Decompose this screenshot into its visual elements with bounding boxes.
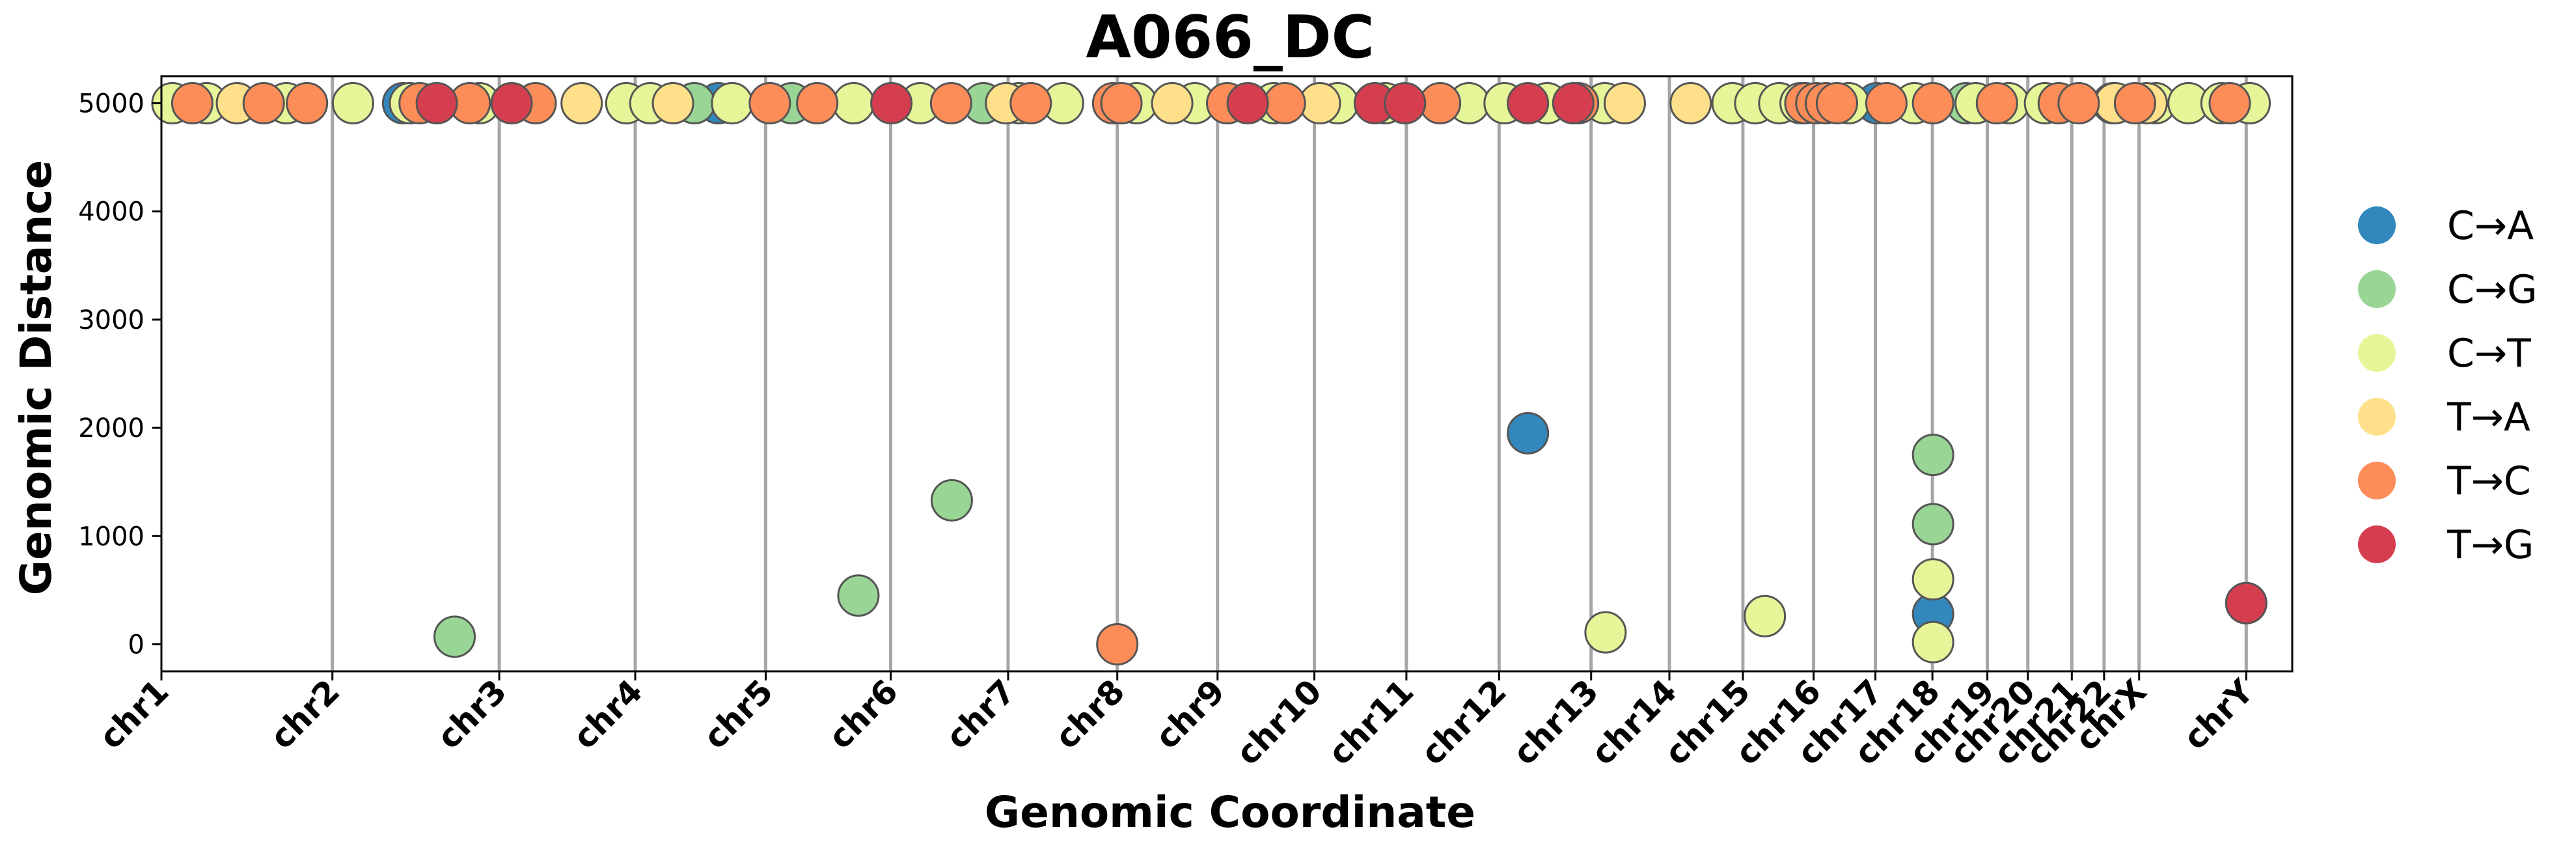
data-point	[711, 82, 754, 125]
x-tick-label: chr2	[263, 672, 347, 756]
legend-marker	[2358, 334, 2396, 372]
data-point	[2225, 581, 2268, 624]
legend-label: C→A	[2447, 203, 2534, 249]
x-tick-label: chr10	[1229, 672, 1329, 772]
data-point	[1507, 82, 1550, 125]
legend-marker	[2358, 398, 2396, 436]
y-tick-label: 5000	[78, 89, 144, 119]
legend-marker	[2358, 206, 2396, 244]
y-tick-label: 2000	[78, 413, 144, 443]
y-axis: 0 1000 2000 3000 4000 5000	[78, 89, 161, 660]
x-tick-label: chr11	[1321, 672, 1421, 772]
x-tick-label: chr12	[1414, 672, 1514, 772]
x-tick-label: chr9	[1148, 672, 1232, 756]
data-point	[748, 82, 791, 125]
data-point	[1815, 82, 1858, 125]
data-point	[1911, 434, 1954, 477]
data-point	[1603, 82, 1646, 125]
legend-label: C→T	[2447, 331, 2531, 376]
x-tick-label: chrY	[2176, 672, 2262, 757]
legend-label: T→A	[2446, 395, 2530, 440]
x-tick-label: chr13	[1505, 672, 1606, 772]
legend-label: T→C	[2446, 458, 2531, 504]
data-point	[286, 82, 329, 125]
data-point	[1975, 82, 2018, 125]
chart-title: A066_DC	[1086, 3, 1374, 72]
data-point	[1584, 611, 1627, 654]
data-point	[1263, 82, 1306, 125]
data-point	[1100, 82, 1143, 125]
data-points	[151, 82, 2271, 665]
data-point	[796, 82, 839, 125]
legend-label: C→G	[2447, 267, 2538, 313]
x-tick-label: chr5	[696, 672, 780, 756]
y-axis-label: Genomic Distance	[11, 160, 61, 595]
data-point	[2057, 82, 2100, 125]
y-tick-label: 4000	[78, 197, 144, 227]
data-point	[331, 82, 374, 125]
x-tick-label: chr1	[92, 672, 176, 756]
x-tick-label: chr4	[566, 672, 650, 756]
data-point	[1096, 622, 1139, 665]
x-tick-label: chr3	[430, 672, 514, 756]
data-point	[1911, 82, 1954, 125]
data-point	[1507, 412, 1550, 454]
legend-marker	[2358, 525, 2396, 563]
data-point	[2113, 82, 2156, 125]
data-point	[1669, 82, 1712, 125]
data-point	[1911, 503, 1954, 546]
legend-label: T→G	[2446, 522, 2534, 568]
x-tick-label: chr6	[821, 672, 905, 756]
y-tick-label: 3000	[78, 305, 144, 335]
data-point	[415, 82, 458, 125]
data-point	[490, 82, 533, 125]
data-point	[929, 82, 972, 125]
legend-marker	[2358, 270, 2396, 308]
legend-marker	[2358, 462, 2396, 499]
data-point	[832, 82, 875, 125]
y-tick-label: 0	[128, 630, 144, 660]
data-point	[1911, 621, 1954, 664]
x-tick-label: chr8	[1048, 672, 1132, 756]
legend: C→A C→G C→T T→A T→C T→G	[2358, 203, 2538, 568]
data-point	[1744, 594, 1787, 637]
data-point	[560, 82, 603, 125]
plot-area-frame	[160, 75, 2294, 673]
y-tick-label: 1000	[78, 522, 144, 552]
data-point	[1009, 82, 1052, 125]
data-point	[1865, 82, 1908, 125]
data-point	[2208, 82, 2251, 125]
data-point	[1552, 82, 1595, 125]
x-axis: chr1 chr2 chr3 chr4 chr5 chr6 chr7 chr8 chr9chr1…	[92, 671, 2261, 772]
x-tick-label: chr7	[939, 672, 1022, 756]
data-point	[1384, 82, 1427, 125]
data-point	[837, 574, 880, 617]
data-point	[1911, 558, 1954, 601]
data-point	[930, 479, 973, 522]
chromosome-boundary-lines	[331, 76, 2248, 671]
data-point	[242, 82, 285, 125]
data-point	[651, 82, 694, 125]
data-point	[1226, 82, 1269, 125]
x-axis-label: Genomic Coordinate	[985, 787, 1475, 837]
data-point	[433, 615, 476, 658]
data-point	[870, 82, 913, 125]
data-point	[171, 82, 213, 125]
data-point	[1151, 82, 1194, 125]
